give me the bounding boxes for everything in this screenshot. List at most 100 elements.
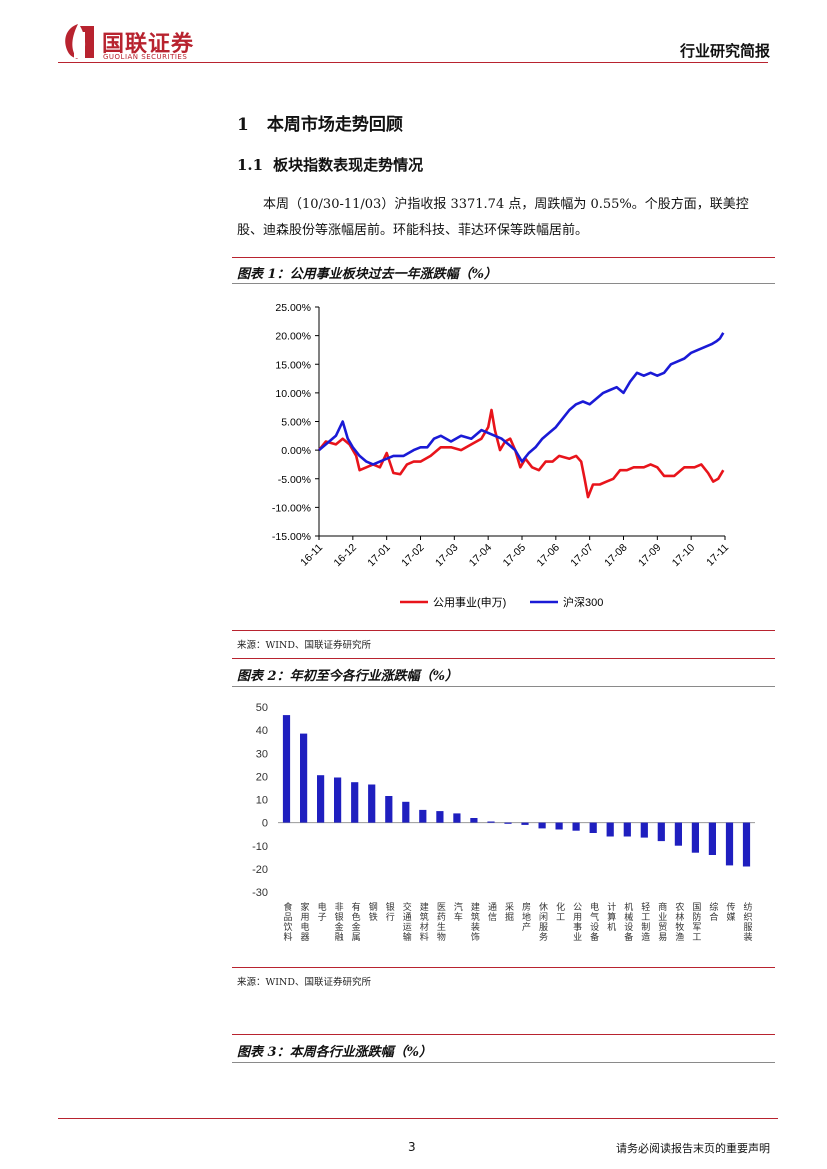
category-label: 农林牧渔 bbox=[673, 901, 684, 942]
y-tick-label: -5.00% bbox=[278, 474, 311, 486]
x-tick-label: 16-12 bbox=[331, 542, 359, 570]
bar bbox=[334, 777, 342, 823]
bar bbox=[385, 796, 393, 823]
bar-chart: 50 40 30 20 10 0 -10 -20 -30 食品饮料 家用电器 电子 非银金融 有色金属 钢铁… bbox=[252, 702, 755, 942]
bar bbox=[640, 822, 648, 838]
x-tick-label: 17-10 bbox=[670, 542, 698, 570]
category-label: 医药生物 bbox=[435, 902, 446, 942]
category-label: 采掘 bbox=[503, 902, 514, 922]
bar bbox=[555, 822, 563, 830]
bar bbox=[606, 822, 614, 837]
x-tick-label: 17-04 bbox=[467, 542, 495, 570]
category-label: 交通运输 bbox=[401, 901, 412, 942]
category-label: 机械设备 bbox=[622, 901, 633, 942]
x-tick-label: 17-06 bbox=[534, 542, 562, 570]
bar bbox=[282, 715, 291, 823]
series-line bbox=[318, 332, 725, 466]
bar bbox=[419, 809, 427, 823]
figure-title: 图表 1：公用事业板块过去一年涨跌幅（%） bbox=[237, 267, 497, 282]
y-tick-label: 0 bbox=[262, 818, 268, 830]
category-label: 通信 bbox=[486, 902, 497, 922]
y-tick-label: 10 bbox=[256, 795, 268, 807]
category-label: 建筑装饰 bbox=[469, 901, 480, 942]
bar bbox=[504, 822, 512, 824]
figure-rule bbox=[232, 283, 775, 284]
category-label: 轻工制造 bbox=[639, 901, 650, 942]
x-tick-label: 17-09 bbox=[636, 542, 664, 570]
bar bbox=[708, 822, 716, 855]
paragraph-line: 股、迪森股份等涨幅居前。环能科技、菲达环保等跌幅居前。 bbox=[237, 223, 589, 238]
bar bbox=[470, 818, 478, 823]
section-title: 本周市场走势回顾 bbox=[266, 115, 403, 135]
footer-rule bbox=[58, 1118, 778, 1119]
x-tick-label: 16-11 bbox=[298, 542, 325, 569]
series-line bbox=[317, 408, 725, 499]
figure-rule bbox=[232, 1034, 775, 1035]
figure-rule bbox=[232, 967, 775, 968]
y-tick-label: 25.00% bbox=[275, 302, 311, 314]
figure-source: 来源：WIND、国联证券研究所 bbox=[237, 977, 371, 988]
x-tick-label: 17-03 bbox=[433, 542, 461, 570]
body-paragraph: 本周（10/30-11/03）沪指收报 3371.74 点，周跌幅为 0.55%… bbox=[237, 192, 772, 244]
y-tick-label: 0.00% bbox=[281, 445, 311, 457]
category-label: 非银金融 bbox=[333, 901, 344, 942]
category-label: 电子 bbox=[316, 901, 327, 922]
bar bbox=[521, 822, 529, 825]
bar bbox=[351, 782, 359, 823]
header-rule bbox=[58, 62, 768, 63]
bar bbox=[742, 822, 751, 867]
x-tick-label: 17-07 bbox=[568, 542, 596, 570]
y-tick-label: -30 bbox=[252, 887, 268, 899]
y-tick-label: 30 bbox=[256, 748, 268, 760]
category-label: 房地产 bbox=[520, 901, 531, 932]
bar bbox=[317, 775, 325, 823]
category-label: 钢铁 bbox=[367, 901, 378, 922]
bar bbox=[657, 822, 665, 842]
logo-subtext: GUOLIAN SECURITIES bbox=[103, 53, 188, 61]
category-label: 化工 bbox=[554, 901, 565, 922]
legend-label: 公用事业(申万) bbox=[433, 596, 506, 609]
page-number: 3 bbox=[408, 1140, 416, 1154]
category-label: 计算机 bbox=[605, 901, 616, 932]
figure-rule bbox=[232, 257, 775, 258]
x-tick-label: 17-01 bbox=[365, 542, 393, 570]
bar bbox=[538, 822, 546, 829]
figure-rule bbox=[232, 658, 775, 659]
bar bbox=[402, 801, 410, 823]
footer-disclaimer: 请务必阅读报告末页的重要声明 bbox=[616, 1142, 770, 1155]
bar bbox=[725, 822, 734, 866]
doc-type: 行业研究简报 bbox=[679, 42, 770, 60]
bar bbox=[589, 822, 597, 833]
subsection-title: 板块指数表现走势情况 bbox=[273, 156, 424, 174]
y-tick-label: -15.00% bbox=[272, 531, 311, 543]
category-label: 传媒 bbox=[724, 901, 735, 922]
bar bbox=[453, 813, 461, 823]
category-label: 有色金属 bbox=[350, 901, 361, 942]
category-label: 汽车 bbox=[452, 901, 463, 922]
y-tick-label: -10 bbox=[252, 841, 268, 853]
bar bbox=[300, 733, 308, 823]
section-number: 1 bbox=[237, 115, 249, 135]
category-label: 建筑材料 bbox=[418, 901, 429, 942]
category-label: 商业贸易 bbox=[656, 901, 667, 942]
bar bbox=[674, 822, 682, 846]
logo-text: 国联证券 bbox=[102, 32, 195, 57]
y-tick-label: -20 bbox=[252, 864, 268, 876]
y-tick-label: 20.00% bbox=[275, 331, 311, 343]
legend-label: 沪深300 bbox=[563, 595, 603, 609]
subsection-number: 1.1 bbox=[237, 156, 264, 174]
category-label: 银行 bbox=[384, 901, 395, 922]
y-tick-label: 50 bbox=[256, 702, 268, 714]
bar bbox=[691, 822, 699, 853]
x-tick-label: 17-11 bbox=[704, 542, 731, 569]
y-tick-label: 20 bbox=[256, 771, 268, 783]
category-label: 国防军工 bbox=[690, 902, 701, 942]
category-label: 公用事业 bbox=[571, 902, 582, 942]
subsection-heading: 1.1 板块指数表现走势情况 bbox=[237, 154, 423, 175]
x-tick-label: 17-05 bbox=[501, 542, 529, 570]
figure-source: 来源：WIND、国联证券研究所 bbox=[237, 640, 371, 651]
figure-title: 图表 2：年初至今各行业涨跌幅（%） bbox=[237, 669, 458, 684]
category-label: 纺织服装 bbox=[741, 901, 752, 942]
logo: 国联证券 GUOLIAN SECURITIES bbox=[60, 22, 230, 62]
bar bbox=[368, 784, 376, 823]
